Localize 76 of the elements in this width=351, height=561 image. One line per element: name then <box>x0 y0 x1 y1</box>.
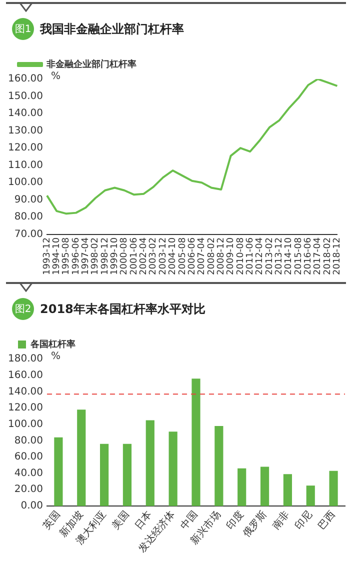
x-tick-label: 2018-12 <box>332 237 343 276</box>
x-tick-label: 2010-08 <box>236 237 246 276</box>
bar <box>168 432 178 506</box>
y-tick-label: 130.00 <box>8 125 43 136</box>
bar <box>100 444 109 506</box>
x-tick-label: 2011-06 <box>245 237 256 276</box>
x-tick-label: 2002-04 <box>139 237 150 276</box>
bar <box>122 444 132 506</box>
x-tick-label: 2018-02 <box>322 237 333 276</box>
bar <box>54 437 63 506</box>
chart-subtitle: 图2 <box>12 298 34 320</box>
x-tick-label: 2009-10 <box>226 237 236 276</box>
y-tick-label: 110.00 <box>8 160 43 171</box>
bar <box>283 474 292 506</box>
x-tick-label: 1993-12 <box>42 237 52 276</box>
y-tick-label: 180.00 <box>8 354 43 365</box>
x-tick-label: 2007-04 <box>197 237 208 276</box>
x-tick-label: 2014-10 <box>284 237 294 276</box>
bar <box>77 410 86 506</box>
y-tick-label: 70.00 <box>14 228 43 240</box>
x-tick-label: 2004-10 <box>168 237 178 276</box>
x-tick-label: 2001-06 <box>129 237 140 276</box>
y-tick-label: 20.00 <box>14 484 43 496</box>
x-tick-label: 1998-02 <box>90 237 101 276</box>
y-tick-label: 80.00 <box>14 212 43 223</box>
x-tick-label: 2016-06 <box>304 237 314 276</box>
x-tick-label: 2003-12 <box>158 237 168 276</box>
y-tick-label: 140.00 <box>8 108 43 120</box>
x-tick-label: 1998-12 <box>100 237 110 276</box>
x-tick-label: 1994-10 <box>52 237 62 276</box>
chart-title: 2018年末各国杠杆率水平对比 <box>40 300 206 318</box>
x-tick-label: 印尼 <box>292 508 315 532</box>
x-tick-label: 1996-06 <box>71 237 82 276</box>
y-tick-label: 100.00 <box>8 418 43 430</box>
x-tick-label: 2013-02 <box>264 237 275 276</box>
y-tick-label: 60.00 <box>14 452 43 463</box>
x-tick-label: 2012-04 <box>255 237 266 276</box>
chart-title: 我国非金融企业部门杠杆率 <box>40 20 184 38</box>
x-tick-label: 美国 <box>109 508 132 532</box>
x-tick-label: 南非 <box>270 508 292 532</box>
y-tick-label: 80.00 <box>14 435 43 446</box>
y-tick-label: 120.00 <box>8 402 43 414</box>
chart-subtitle: 图1 <box>12 18 34 40</box>
x-tick-label: 2017-04 <box>313 237 324 276</box>
bar <box>146 420 154 506</box>
x-tick-label: 2008-02 <box>206 237 217 276</box>
x-tick-label: 1997-04 <box>81 237 92 276</box>
y-tick-label: 100.00 <box>8 177 43 188</box>
bar <box>214 426 224 506</box>
bar <box>260 466 270 506</box>
y-tick-label: 150.00 <box>8 90 43 102</box>
y-tick-label: 40.00 <box>14 468 43 479</box>
y-tick-label: 160.00 <box>8 74 43 85</box>
legend-label: 非金融企业部门杠杆率 <box>46 58 136 70</box>
y-tick-label: 0.00 <box>20 500 43 512</box>
y-tick-label: 160.00 <box>8 370 43 381</box>
y-tick-label: 140.00 <box>8 386 43 398</box>
x-tick-label: 1995-08 <box>62 237 72 276</box>
x-tick-label: 2006-06 <box>187 237 198 276</box>
x-tick-label: 2003-02 <box>148 237 159 276</box>
y-axis-title: % <box>50 351 60 362</box>
x-tick-label: 2015-08 <box>294 237 304 276</box>
x-tick-label: 2013-12 <box>274 237 284 276</box>
bar <box>306 486 315 506</box>
x-tick-label: 2000-08 <box>120 237 130 276</box>
x-tick-label: 2005-08 <box>178 237 188 276</box>
x-tick-label: 1999-10 <box>110 237 120 276</box>
bar <box>192 378 200 506</box>
x-tick-label: 巴西 <box>316 509 338 532</box>
x-tick-label: 2008-12 <box>216 237 226 276</box>
y-tick-label: 90.00 <box>14 194 43 206</box>
legend-label: 各国杠杆率 <box>30 338 76 350</box>
y-axis-title: % <box>50 71 60 82</box>
bar <box>238 468 246 506</box>
y-tick-label: 120.00 <box>8 142 43 154</box>
bar <box>329 470 338 506</box>
